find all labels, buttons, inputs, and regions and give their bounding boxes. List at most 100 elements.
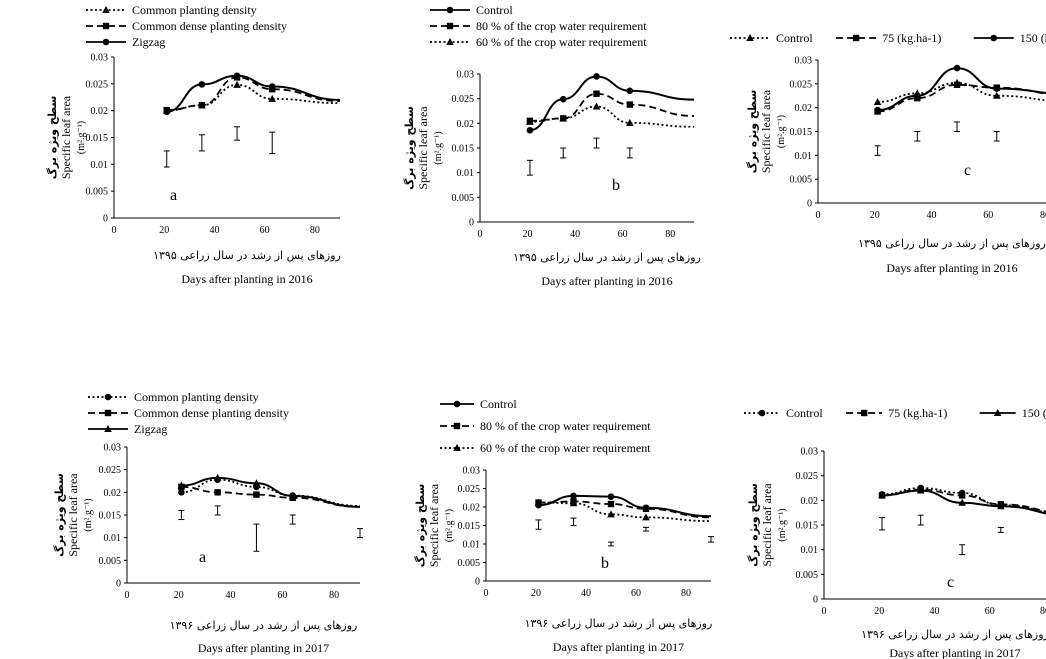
data-point: [607, 493, 615, 500]
legend: Control 75 (kg.ha-1) 150 (kg.ha-1): [730, 31, 1046, 45]
y-axis-label-persian: سطح ویژه برگ: [746, 483, 760, 567]
y-tick-label: 0.005: [790, 175, 813, 186]
data-point: [914, 92, 921, 100]
y-tick-label: 0.025: [796, 471, 819, 482]
x-tick-label: 20: [174, 590, 184, 601]
data-point: [559, 95, 567, 103]
y-tick-label: 0: [807, 199, 812, 210]
y-tick-label: 0.005: [452, 193, 475, 204]
legend-marker: [852, 34, 860, 42]
y-tick-label: 0.02: [795, 103, 813, 114]
x-tick-label: 20: [523, 229, 533, 240]
chart-panel-4: 0 0.005 0.01 0.015 0.02 0.025 0.03 0 20 40 60 80 سطح…: [52, 390, 363, 655]
x-tick-label: 40: [926, 210, 936, 221]
legend-marker: [993, 409, 1002, 416]
chart-panel-1: 0 0.005 0.01 0.015 0.02 0.025 0.03 0 20 40 60 80 سطح…: [45, 3, 341, 286]
data-point: [268, 94, 276, 102]
y-tick-label: 0: [813, 595, 818, 606]
data-point: [214, 489, 221, 496]
legend-label: Common dense planting density: [132, 19, 287, 33]
y-tick-label: 0: [469, 218, 474, 229]
legend-label: 80 % of the crop water requirement: [480, 419, 651, 433]
data-point: [607, 510, 615, 518]
legend: Common planting density Common dense plan…: [88, 390, 289, 436]
y-axis-label-persian: سطح ویژه برگ: [413, 484, 427, 568]
legend-marker: [446, 6, 454, 14]
legend-marker: [453, 444, 461, 451]
y-tick-label: 0: [116, 579, 121, 590]
x-axis-label: Days after planting in 2017: [553, 640, 684, 654]
data-point: [642, 505, 650, 513]
y-tick-label: 0.02: [104, 488, 122, 499]
x-tick-label: 20: [874, 606, 884, 617]
y-axis-label-persian: سطح ویژه برگ: [45, 96, 59, 180]
x-tick-label: 20: [159, 225, 169, 236]
x-tick-label: 40: [581, 588, 591, 599]
data-point: [233, 72, 241, 80]
x-tick-label: 40: [930, 606, 940, 617]
y-axis-label-unit: (m².g⁻¹): [444, 509, 455, 542]
x-axis-label-persian: روزهای پس از رشد در سال زراعی ۱۳۹۵: [153, 249, 341, 262]
plot-area: [177, 473, 360, 508]
legend-label: Zigzag: [134, 422, 167, 436]
y-tick-label: 0.01: [91, 160, 109, 171]
legend-label: Control: [776, 31, 813, 45]
legend-label: Common planting density: [132, 3, 257, 17]
x-tick-label: 20: [870, 210, 880, 221]
data-point: [268, 83, 276, 90]
x-axis-label-persian: روزهای پس از رشد در سال زراعی ۱۳۹۶: [170, 619, 358, 632]
y-axis-label: سطح ویژه برگSpecific leaf area (m².g⁻¹): [52, 473, 94, 557]
data-point: [593, 90, 600, 97]
series-line-1: [538, 494, 711, 518]
x-tick-label: 80: [1040, 210, 1046, 221]
plot-area: [873, 64, 1046, 115]
legend-marker: [446, 38, 454, 45]
legend-marker: [453, 400, 461, 408]
y-tick-label: 0.01: [457, 168, 475, 179]
data-point: [559, 114, 568, 122]
x-axis-label-persian: روزهای پس از رشد در سال زراعی ۱۳۹۶: [525, 617, 713, 630]
y-tick-label: 0.025: [790, 79, 813, 90]
y-tick-label: 0.005: [458, 558, 481, 569]
y-axis-label: سطح ویژه برگSpecific leaf area (m².g⁻¹): [746, 483, 788, 567]
legend-marker: [453, 422, 461, 430]
data-point: [874, 106, 881, 114]
y-axis-label-unit: (m².g⁻¹): [433, 131, 444, 164]
data-point: [642, 513, 650, 521]
panel-letter: b: [612, 177, 620, 194]
data-point: [958, 492, 966, 499]
data-point: [163, 108, 171, 116]
x-axis-label-persian: روزهای پس از رشد در سال زراعی ۱۳۹۵: [513, 251, 701, 264]
x-tick-label: 0: [112, 225, 117, 236]
series-line-2: [181, 485, 360, 508]
chart-panel-5: 0 0.005 0.01 0.015 0.02 0.025 0.03 0 20 40 60 80 سطح…: [413, 397, 714, 654]
x-tick-label: 40: [570, 229, 580, 240]
x-tick-label: 80: [310, 225, 320, 236]
legend-marker: [102, 22, 110, 30]
x-tick-label: 0: [478, 229, 483, 240]
x-tick-label: 80: [329, 590, 339, 601]
legend-label: 80 % of the crop water requirement: [476, 19, 647, 33]
x-tick-label: 20: [531, 588, 541, 599]
data-point: [873, 97, 882, 105]
y-tick-label: 0.005: [86, 187, 109, 198]
series-line-2: [166, 76, 340, 112]
x-tick-label: 40: [209, 225, 219, 236]
data-point: [198, 102, 206, 109]
y-axis-label-unit: (m².g⁻¹): [776, 115, 787, 148]
y-axis-label-unit: (m².g⁻¹): [83, 498, 94, 531]
x-tick-label: 40: [226, 590, 236, 601]
y-tick-label: 0.01: [463, 540, 481, 551]
x-axis-label: Days after planting in 2016: [181, 272, 312, 286]
data-point: [252, 479, 261, 487]
y-axis-label: سطح ویژه برگSpecific leaf area (m².g⁻¹): [402, 106, 444, 190]
plot-area: [878, 484, 1046, 515]
y-tick-label: 0.01: [795, 151, 813, 162]
series-line-1: [181, 478, 360, 507]
legend-marker: [104, 425, 112, 432]
series-line-1: [529, 75, 694, 132]
data-point: [526, 126, 534, 134]
x-axis-label: Days after planting in 2017: [198, 641, 329, 655]
x-tick-label: 0: [816, 210, 821, 221]
y-axis-label-text: Specific leaf area: [760, 483, 774, 567]
